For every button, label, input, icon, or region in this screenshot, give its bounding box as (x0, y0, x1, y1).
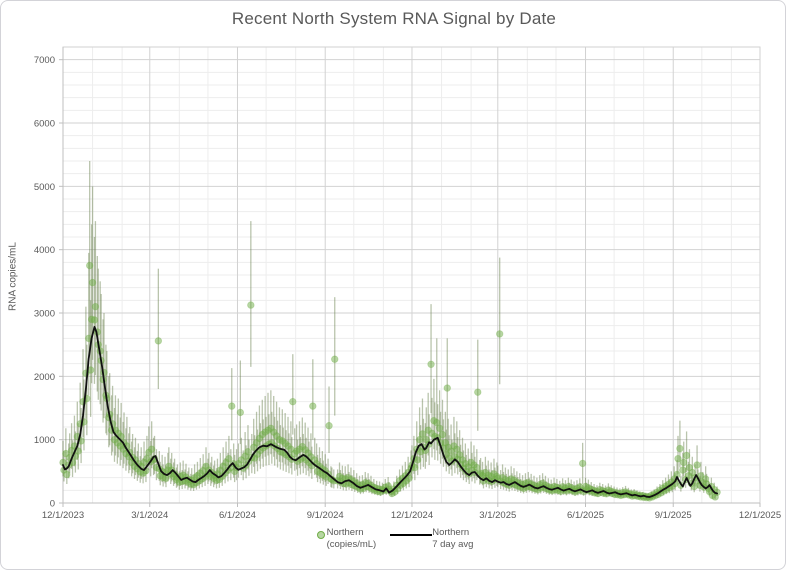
axis-ticks (59, 59, 761, 507)
y-tick-label: 7000 (34, 55, 55, 66)
chart-title: Recent North System RNA Signal by Date (231, 9, 557, 28)
legend-label-line2: (copies/mL) (326, 539, 377, 551)
y-tick-label: 6000 (34, 119, 55, 130)
y-tick-label: 0 (50, 499, 55, 510)
legend-label-line2: 7 day avg (432, 539, 474, 551)
scatter-marker-icon (316, 531, 325, 539)
legend-item-northern-avg: Northern 7 day avg (390, 527, 473, 552)
y-tick-label: 5000 (34, 182, 55, 193)
y-tick-label: 2000 (34, 372, 55, 383)
y-tick-label: 4000 (34, 245, 55, 256)
x-tick-label: 3/1/2025 (479, 510, 516, 521)
legend-item-northern-copies: Northern (copies/mL) (315, 527, 377, 552)
x-tick-label: 9/1/2024 (307, 510, 344, 521)
legend-label-line1: Northern (432, 527, 470, 538)
gridlines-major (63, 47, 761, 503)
chart-legend: Northern (copies/mL) Northern 7 day avg (0, 527, 788, 552)
x-tick-label: 6/1/2025 (567, 510, 604, 521)
x-tick-labels: 12/1/2023 3/1/2024 6/1/2024 9/1/2024 12/1/20… (42, 510, 781, 521)
avg-line (62, 325, 718, 498)
x-tick-label: 12/1/2023 (42, 510, 84, 521)
x-tick-label: 12/1/2024 (391, 510, 433, 521)
y-tick-label: 1000 (34, 435, 55, 446)
x-tick-label: 12/1/2025 (739, 510, 781, 521)
x-tick-label: 6/1/2024 (219, 510, 256, 521)
line-marker-icon (390, 534, 433, 536)
y-tick-labels: 0 1000 2000 3000 4000 5000 6000 7000 (34, 55, 55, 509)
y-tick-label: 3000 (34, 309, 55, 320)
legend-label-line1: Northern (326, 527, 364, 538)
x-tick-label: 3/1/2024 (131, 510, 168, 521)
x-tick-label: 9/1/2025 (655, 510, 692, 521)
